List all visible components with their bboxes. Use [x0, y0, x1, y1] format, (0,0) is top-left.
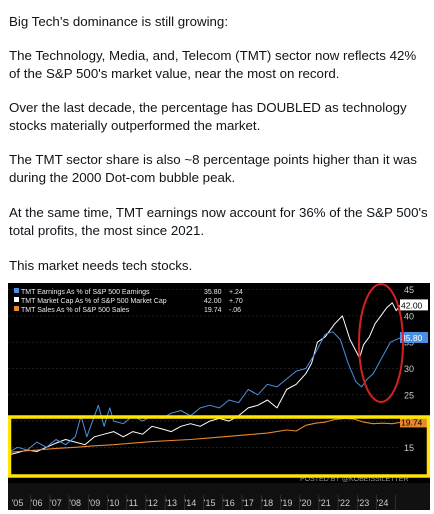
legend-last-value-1: 42.00: [204, 298, 222, 305]
x-axis-band: [8, 483, 430, 510]
end-label-sales: 19.74: [401, 417, 423, 427]
x-tick-label-0: '05: [12, 498, 24, 508]
y-tick-label-5: 40: [404, 311, 414, 321]
end-label-earnings: 35.80: [401, 333, 423, 343]
x-tick-label-3: '08: [69, 498, 81, 508]
legend-last-value-2: 19.74: [204, 307, 222, 314]
red-circle-annotation: [358, 283, 404, 403]
x-tick-label-14: '19: [281, 498, 293, 508]
watermark-text: POSTED BY @KOBEISSILETTER: [300, 476, 409, 483]
end-label-earnings-bg: [400, 331, 428, 343]
legend-swatch-1: [14, 297, 19, 302]
legend-last-value-0: 35.80: [204, 289, 222, 296]
x-tick-label-12: '17: [242, 498, 254, 508]
x-tick-label-10: '15: [204, 498, 216, 508]
x-tick-label-1: '06: [31, 498, 43, 508]
legend-swatch-0: [14, 288, 19, 293]
x-tick-label-11: '16: [223, 498, 235, 508]
legend-label-2: TMT Sales As % of S&P 500 Sales: [21, 307, 130, 314]
x-tick-label-15: '20: [300, 498, 312, 508]
x-tick-label-8: '13: [165, 498, 177, 508]
post-paragraph-2: The Technology, Media, and, Telecom (TMT…: [9, 48, 417, 81]
post-paragraph-5: At the same time, TMT earnings now accou…: [9, 205, 428, 238]
sales-line: [8, 417, 401, 454]
x-tick-label-7: '12: [146, 498, 158, 508]
post-paragraph-1: Big Tech’s dominance is still growing:: [9, 14, 229, 29]
legend-change-2: -.06: [229, 307, 241, 314]
x-tick-label-19: '24: [377, 498, 389, 508]
end-label-market-cap-bg: [400, 299, 428, 311]
market-cap-line: [8, 302, 401, 456]
y-tick-label-0: 15: [404, 443, 414, 453]
earnings-line: [8, 331, 401, 454]
x-tick-label-4: '09: [88, 498, 100, 508]
yellow-box-annotation: [8, 415, 430, 478]
post-paragraph-6: This market needs tech stocks.: [9, 258, 193, 273]
legend-swatch-2: [14, 306, 19, 311]
chart-image[interactable]: 15202530354045'05'06'07'08'09'10'11'12'1…: [8, 283, 430, 510]
x-tick-label-2: '07: [50, 498, 62, 508]
legend-label-1: TMT Market Cap As % of S&P 500 Market Ca…: [21, 298, 167, 305]
x-tick-label-16: '21: [319, 498, 331, 508]
x-tick-label-17: '22: [338, 498, 350, 508]
x-tick-label-13: '18: [261, 498, 273, 508]
x-tick-label-5: '10: [108, 498, 120, 508]
x-tick-label-6: '11: [127, 498, 138, 508]
legend-change-0: +.24: [229, 289, 243, 296]
y-tick-label-3: 30: [404, 364, 414, 374]
y-tick-label-6: 45: [404, 285, 414, 295]
legend-label-0: TMT Earnings As % of S&P 500 Earnings: [21, 289, 150, 296]
post-paragraph-3: Over the last decade, the percentage has…: [9, 100, 407, 133]
y-tick-label-2: 25: [404, 390, 414, 400]
post-paragraph-4: The TMT sector share is also ~8 percenta…: [9, 152, 417, 185]
tmt-share-chart: 15202530354045'05'06'07'08'09'10'11'12'1…: [8, 283, 430, 510]
legend-change-1: +.70: [229, 298, 243, 305]
x-tick-label-18: '23: [357, 498, 369, 508]
end-label-sales-bg: [400, 416, 428, 428]
end-label-market-cap: 42.00: [401, 300, 423, 310]
x-tick-label-9: '14: [185, 498, 197, 508]
